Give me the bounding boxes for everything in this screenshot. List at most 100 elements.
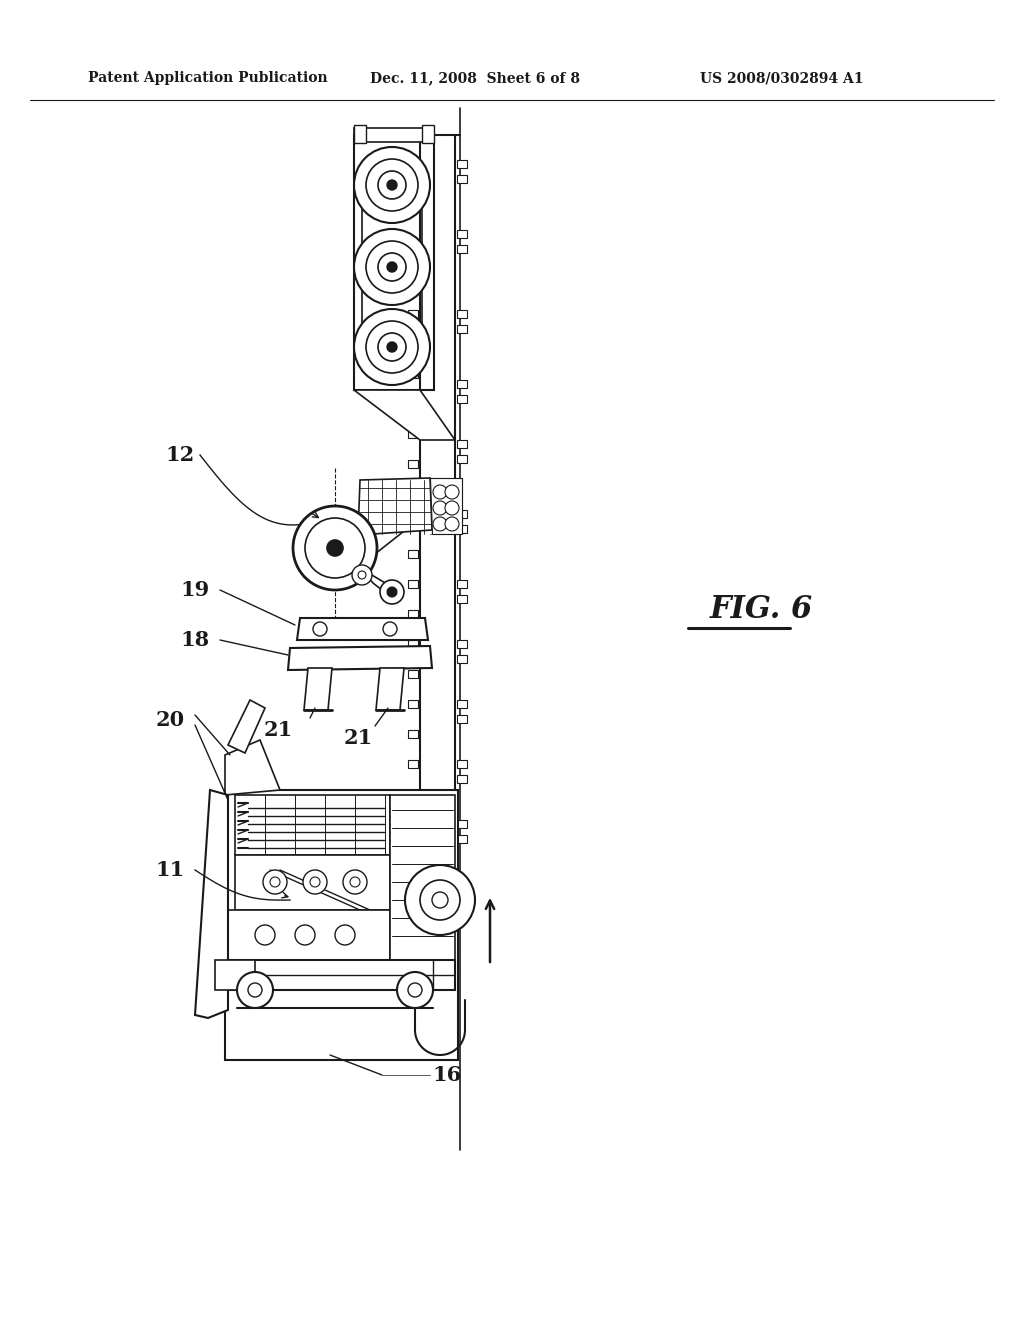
- Circle shape: [387, 261, 397, 272]
- Circle shape: [263, 870, 287, 894]
- Bar: [457, 579, 467, 587]
- Bar: [234, 795, 390, 855]
- Bar: [457, 395, 467, 403]
- Bar: [408, 579, 418, 587]
- Circle shape: [335, 925, 355, 945]
- Bar: [354, 135, 434, 389]
- Circle shape: [445, 502, 459, 515]
- Circle shape: [383, 622, 397, 636]
- Bar: [457, 310, 467, 318]
- Circle shape: [387, 180, 397, 190]
- Text: 21: 21: [343, 729, 373, 748]
- Polygon shape: [360, 568, 397, 602]
- Polygon shape: [354, 389, 455, 440]
- Text: 11: 11: [156, 861, 185, 880]
- Bar: [354, 125, 366, 143]
- Bar: [390, 795, 455, 960]
- Bar: [457, 380, 467, 388]
- Polygon shape: [430, 478, 462, 535]
- Bar: [234, 855, 390, 909]
- Polygon shape: [297, 618, 428, 640]
- Bar: [408, 400, 418, 408]
- Bar: [457, 715, 467, 723]
- Bar: [457, 760, 467, 768]
- Bar: [457, 836, 467, 843]
- Polygon shape: [225, 741, 280, 795]
- Bar: [225, 909, 390, 960]
- Circle shape: [433, 502, 447, 515]
- Circle shape: [408, 983, 422, 997]
- Bar: [408, 640, 418, 648]
- Bar: [457, 775, 467, 783]
- Circle shape: [378, 172, 406, 199]
- Polygon shape: [358, 478, 432, 535]
- Circle shape: [343, 870, 367, 894]
- Bar: [457, 230, 467, 238]
- Circle shape: [387, 587, 397, 597]
- Text: 12: 12: [166, 445, 195, 465]
- Bar: [215, 960, 255, 990]
- Circle shape: [354, 147, 430, 223]
- Circle shape: [433, 517, 447, 531]
- Circle shape: [248, 983, 262, 997]
- Circle shape: [270, 876, 280, 887]
- Circle shape: [366, 242, 418, 293]
- Circle shape: [354, 228, 430, 305]
- Text: US 2008/0302894 A1: US 2008/0302894 A1: [700, 71, 863, 84]
- Circle shape: [445, 484, 459, 499]
- Polygon shape: [288, 645, 432, 671]
- Bar: [457, 160, 467, 168]
- Polygon shape: [304, 668, 332, 710]
- Bar: [457, 595, 467, 603]
- Circle shape: [406, 865, 475, 935]
- Circle shape: [295, 925, 315, 945]
- Circle shape: [255, 925, 275, 945]
- Circle shape: [445, 517, 459, 531]
- Bar: [408, 730, 418, 738]
- Bar: [354, 128, 434, 143]
- Circle shape: [432, 892, 449, 908]
- Circle shape: [313, 622, 327, 636]
- Polygon shape: [376, 668, 404, 710]
- Bar: [457, 455, 467, 463]
- Bar: [408, 760, 418, 768]
- Bar: [457, 655, 467, 663]
- Circle shape: [378, 333, 406, 360]
- Text: Dec. 11, 2008  Sheet 6 of 8: Dec. 11, 2008 Sheet 6 of 8: [370, 71, 580, 84]
- Bar: [457, 895, 467, 903]
- Bar: [457, 440, 467, 447]
- Circle shape: [358, 572, 366, 579]
- Bar: [408, 459, 418, 469]
- Bar: [408, 490, 418, 498]
- Bar: [457, 525, 467, 533]
- Bar: [408, 671, 418, 678]
- Text: 16: 16: [432, 1065, 461, 1085]
- Circle shape: [433, 484, 447, 499]
- Text: 20: 20: [156, 710, 185, 730]
- Text: 21: 21: [263, 719, 293, 741]
- Circle shape: [380, 579, 404, 605]
- Bar: [408, 520, 418, 528]
- Circle shape: [327, 540, 343, 556]
- Bar: [457, 880, 467, 888]
- Circle shape: [350, 876, 360, 887]
- Circle shape: [366, 158, 418, 211]
- Circle shape: [378, 253, 406, 281]
- Bar: [225, 960, 455, 990]
- Bar: [408, 700, 418, 708]
- Circle shape: [305, 517, 365, 578]
- Bar: [408, 550, 418, 558]
- Circle shape: [293, 506, 377, 590]
- Bar: [457, 700, 467, 708]
- Text: 19: 19: [181, 579, 210, 601]
- Bar: [408, 310, 418, 318]
- Circle shape: [387, 342, 397, 352]
- Circle shape: [310, 876, 319, 887]
- Bar: [457, 325, 467, 333]
- Text: 18: 18: [181, 630, 210, 649]
- Bar: [408, 430, 418, 438]
- Bar: [408, 341, 418, 348]
- Text: Patent Application Publication: Patent Application Publication: [88, 71, 328, 84]
- Bar: [408, 610, 418, 618]
- Bar: [457, 640, 467, 648]
